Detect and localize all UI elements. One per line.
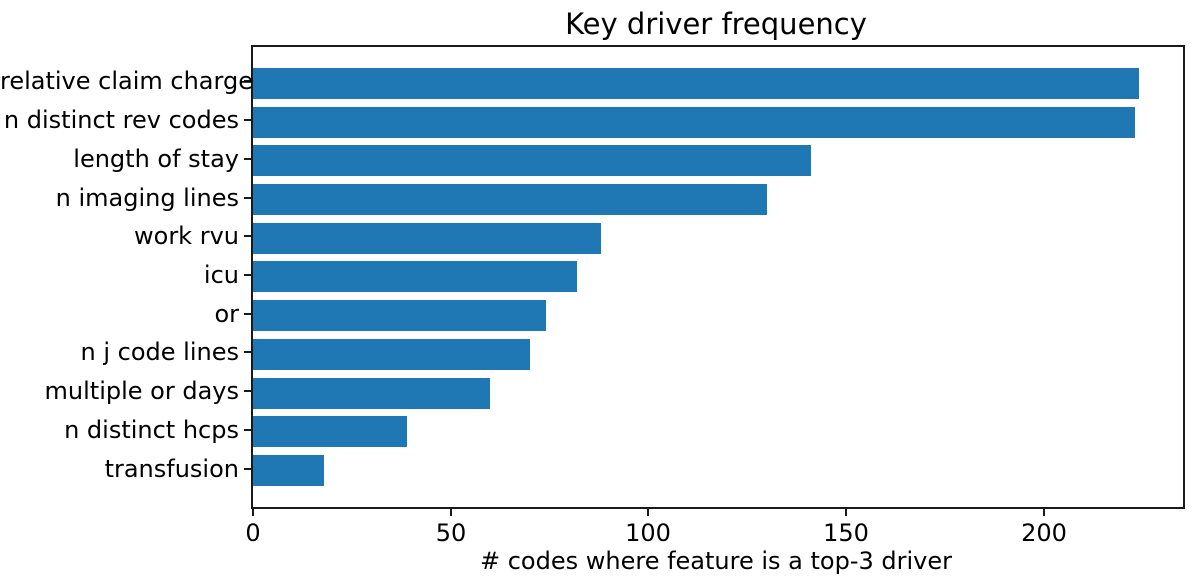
x-tick-mark [647, 509, 649, 516]
bar-n-distinct-hcps [253, 416, 407, 447]
bar-length-of-stay [253, 145, 811, 176]
bar-n-distinct-rev-codes [253, 107, 1135, 138]
chart-title: Key driver frequency [565, 7, 867, 41]
x-tick-mark [1043, 509, 1045, 516]
y-tick-mark [244, 351, 251, 353]
y-tick-mark [244, 158, 251, 160]
y-tick-mark [244, 80, 251, 82]
y-tick-label: length of stay [73, 145, 239, 173]
y-tick-mark [244, 274, 251, 276]
y-tick-mark [244, 468, 251, 470]
x-tick-label: 0 [245, 519, 261, 547]
y-tick-mark [244, 197, 251, 199]
bar-n-imaging-lines [253, 184, 767, 215]
y-tick-label: n j code lines [80, 338, 239, 366]
bar-or [253, 300, 546, 331]
y-tick-mark [244, 235, 251, 237]
y-tick-mark [244, 429, 251, 431]
y-tick-label: n distinct rev codes [3, 106, 239, 134]
x-tick-mark [450, 509, 452, 516]
x-tick-label: 100 [625, 519, 671, 547]
bar-relative-claim-charge [253, 68, 1139, 99]
y-tick-mark [244, 119, 251, 121]
x-axis-label: # codes where feature is a top-3 driver [480, 547, 952, 575]
y-tick-mark [244, 390, 251, 392]
y-tick-label: n distinct hcps [64, 416, 239, 444]
bar-work-rvu [253, 223, 601, 254]
y-tick-label: transfusion [104, 455, 239, 483]
y-tick-label: relative claim charge [0, 67, 253, 95]
bar-icu [253, 261, 577, 292]
x-tick-label: 200 [1021, 519, 1067, 547]
bar-transfusion [253, 455, 324, 486]
y-tick-label: n imaging lines [55, 184, 239, 212]
y-tick-label: icu [203, 261, 239, 289]
y-tick-label: or [214, 300, 239, 328]
bar-multiple-or-days [253, 378, 490, 409]
x-tick-mark [252, 509, 254, 516]
y-tick-label: multiple or days [44, 377, 239, 405]
x-tick-mark [845, 509, 847, 516]
bar-n-j-code-lines [253, 339, 530, 370]
y-tick-label: work rvu [134, 222, 239, 250]
x-tick-label: 150 [823, 519, 869, 547]
plot-area [251, 45, 1185, 509]
y-tick-mark [244, 313, 251, 315]
x-tick-label: 50 [435, 519, 467, 547]
